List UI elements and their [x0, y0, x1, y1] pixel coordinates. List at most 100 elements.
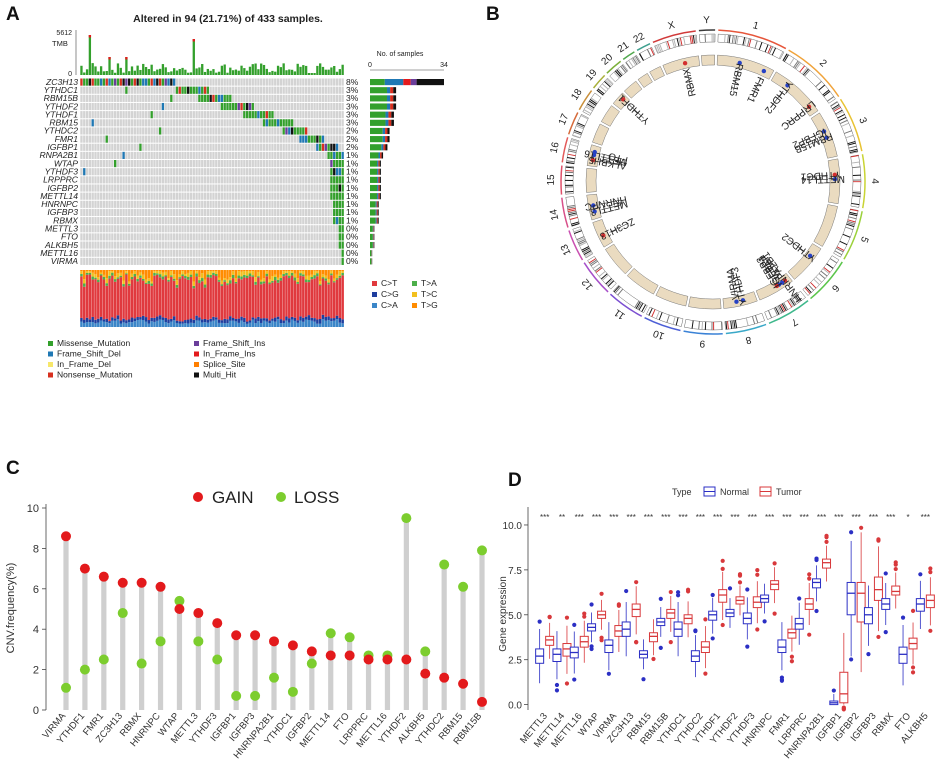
titv-bar-segment — [170, 275, 173, 277]
oncoplot-cell — [130, 151, 134, 159]
box-outlier — [876, 537, 881, 542]
oncoplot-cell — [271, 241, 274, 249]
titv-bar-segment — [226, 285, 229, 320]
oncoplot-cell — [99, 119, 103, 127]
oncoplot-cell — [243, 143, 246, 151]
titv-bar-segment — [122, 322, 125, 327]
titv-bar-segment — [125, 323, 128, 327]
tmb-bar — [285, 70, 288, 75]
gene-count-bar-segment — [376, 217, 378, 224]
cnv-gain-point — [117, 577, 128, 588]
titv-bar-segment — [234, 270, 238, 278]
ideogram-band — [840, 119, 848, 125]
box-outlier — [658, 645, 663, 650]
oncoplot-cell — [172, 127, 176, 135]
ideogram-band — [783, 54, 789, 62]
oncoplot-cell — [85, 94, 89, 102]
oncoplot-cell — [246, 184, 249, 192]
chromosome-track — [722, 291, 758, 309]
oncoplot-cell — [175, 143, 179, 151]
titv-bar-segment — [144, 283, 148, 318]
oncoplot-cell — [119, 257, 122, 265]
oncoplot-cell — [333, 86, 336, 94]
oncoplot-cell — [330, 127, 333, 135]
oncoplot-cell — [189, 208, 193, 217]
oncoplot-cell — [260, 102, 263, 111]
titv-bar-segment — [99, 270, 103, 273]
oncoplot-cell — [206, 127, 209, 135]
titv-bar-segment — [119, 270, 123, 273]
oncoplot-cell — [181, 192, 184, 200]
oncoplot-cell — [220, 78, 224, 86]
gene-count-bar-segment — [378, 152, 381, 159]
oncoplot-cell — [330, 208, 333, 217]
oncoplot-cell — [189, 225, 193, 233]
oncoplot-cell — [288, 184, 291, 192]
titv-bar-segment — [200, 319, 204, 323]
oncoplot-cell — [262, 102, 266, 111]
oncoplot-cell — [279, 143, 283, 151]
titv-bar-segment — [313, 318, 316, 322]
titv-bar-segment — [290, 275, 294, 317]
oncoplot-cell — [114, 241, 117, 249]
oncoplot-cell — [296, 241, 299, 249]
titv-bar-segment — [189, 274, 193, 277]
chromosome-label: 11 — [612, 306, 627, 321]
titv-bar-segment — [215, 274, 218, 277]
oncoplot-cell — [158, 94, 162, 102]
oncoplot-cell — [125, 225, 128, 233]
oncoplot-cell — [290, 135, 294, 143]
percent-label: 0% — [346, 248, 359, 258]
oncoplot-cell — [251, 176, 254, 184]
oncoplot-cell — [88, 135, 92, 143]
oncoplot-cell — [240, 111, 243, 119]
oncoplot-cell — [99, 111, 103, 119]
titv-bar-segment — [251, 270, 255, 272]
oncoplot-mutation — [248, 111, 252, 119]
oncoplot-cell — [91, 233, 94, 241]
oncoplot-cell — [195, 176, 198, 184]
oncoplot-cell — [304, 86, 308, 94]
tmb-bar — [156, 69, 159, 75]
oncoplot-cell — [80, 217, 83, 225]
oncoplot-cell — [321, 208, 325, 217]
tmb-bar — [203, 71, 207, 75]
oncoplot-cell — [144, 208, 148, 217]
ideogram-band — [845, 226, 854, 231]
oncoplot-cell — [88, 192, 92, 200]
oncoplot-cell — [153, 200, 156, 208]
oncoplot-cell — [285, 78, 288, 86]
oncoplot-cell — [223, 119, 226, 127]
tmb-bar — [99, 66, 103, 75]
ideogram-band — [691, 320, 694, 329]
chromosome-label: 10 — [651, 327, 666, 341]
oncoplot-cell — [130, 249, 134, 257]
oncoplot-cell — [293, 86, 297, 94]
oncoplot-cell — [178, 127, 181, 135]
oncoplot-cell — [105, 127, 108, 135]
oncoplot-cell — [99, 168, 103, 176]
titv-bar-segment — [133, 276, 137, 319]
ideogram-band — [676, 38, 680, 47]
gene-count-bar-segment — [376, 201, 378, 208]
oncoplot-cell — [333, 102, 336, 111]
ideogram-band — [567, 153, 576, 157]
ideogram-band — [711, 34, 713, 43]
ideogram-band — [851, 202, 860, 206]
oncoplot-cell — [321, 241, 325, 249]
gene-count-bar-segment — [373, 225, 374, 232]
oncoplot-cell — [133, 127, 136, 135]
cnv-gain-point — [212, 618, 223, 629]
titv-bar-segment — [161, 276, 165, 280]
gene-count-bar-segment — [385, 127, 388, 135]
titv-bar-segment — [85, 274, 89, 318]
oncoplot-cell — [172, 257, 176, 265]
oncoplot-cell — [102, 249, 106, 257]
chromosome-label: 4 — [869, 178, 880, 184]
titv-bar-segment — [304, 279, 308, 283]
oncoplot-cell — [161, 192, 165, 200]
oncoplot-cell — [302, 241, 305, 249]
oncoplot-cell — [217, 233, 221, 241]
titv-bar-segment — [181, 276, 184, 322]
oncoplot-cell — [164, 119, 167, 127]
